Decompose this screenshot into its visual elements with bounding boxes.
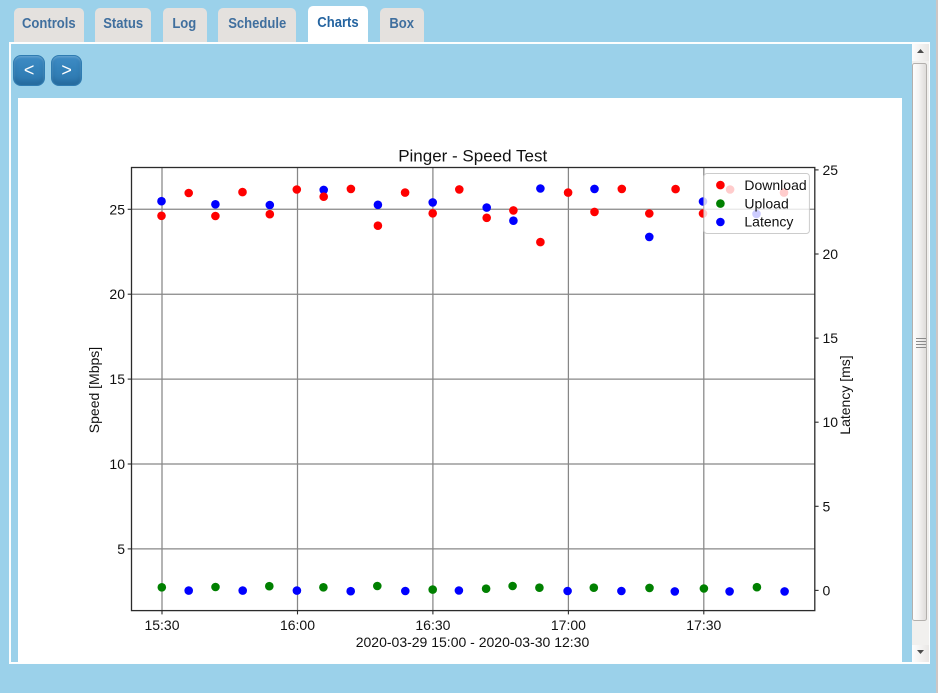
svg-text:5: 5 — [822, 498, 830, 514]
svg-text:15: 15 — [109, 371, 125, 387]
svg-text:16:00: 16:00 — [279, 617, 314, 633]
svg-text:Pinger - Speed Test: Pinger - Speed Test — [398, 146, 547, 165]
svg-text:Latency [ms]: Latency [ms] — [837, 355, 853, 434]
svg-text:5: 5 — [117, 541, 125, 557]
svg-text:10: 10 — [822, 414, 838, 430]
svg-text:Upload: Upload — [744, 195, 788, 211]
svg-text:20: 20 — [109, 286, 125, 302]
svg-text:15: 15 — [822, 330, 838, 346]
svg-text:10: 10 — [109, 456, 125, 472]
svg-text:15:30: 15:30 — [144, 617, 179, 633]
svg-text:25: 25 — [109, 201, 125, 217]
svg-text:2020-03-29 15:00 - 2020-03-30: 2020-03-29 15:00 - 2020-03-30 12:30 — [355, 634, 589, 650]
svg-text:Latency: Latency — [744, 214, 793, 230]
svg-text:25: 25 — [822, 162, 838, 178]
svg-text:16:30: 16:30 — [415, 617, 450, 633]
svg-text:Speed [Mbps]: Speed [Mbps] — [86, 347, 102, 433]
svg-text:0: 0 — [822, 582, 830, 598]
svg-text:17:30: 17:30 — [686, 617, 721, 633]
svg-text:17:00: 17:00 — [550, 617, 585, 633]
svg-text:Download: Download — [744, 177, 806, 193]
svg-text:20: 20 — [822, 246, 838, 262]
